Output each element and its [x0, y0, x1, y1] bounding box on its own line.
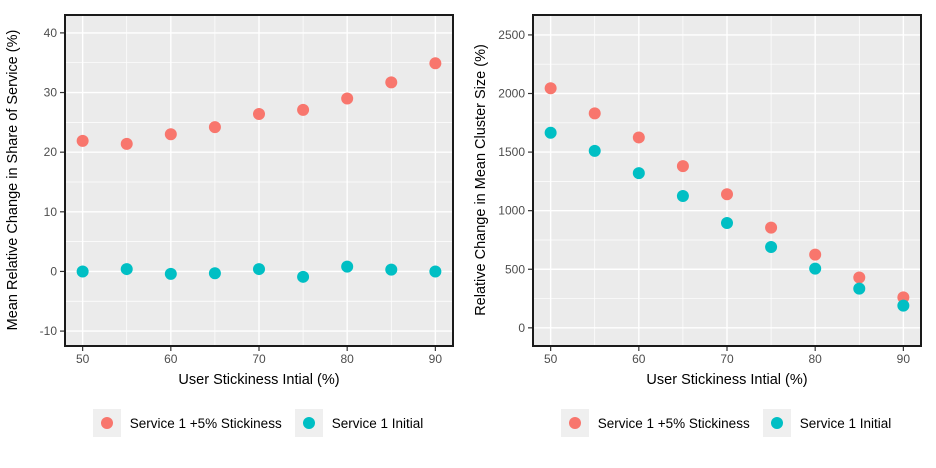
legend-key — [92, 409, 121, 437]
data-point — [853, 282, 866, 295]
data-point — [897, 291, 910, 304]
data-point — [676, 190, 689, 203]
data-point — [588, 107, 601, 120]
data-point — [809, 248, 822, 261]
data-point — [253, 108, 265, 121]
data-point — [676, 160, 689, 173]
data-point — [765, 240, 778, 253]
y-tick-label: -10 — [40, 324, 58, 338]
y-tick-label: 40 — [44, 26, 58, 40]
x-tick-label: 90 — [429, 352, 443, 366]
x-tick-label: 60 — [632, 352, 646, 366]
y-tick-label: 1500 — [498, 145, 525, 159]
data-point — [385, 76, 398, 89]
data-point — [164, 128, 177, 141]
share-of-service-plot: 50 60 70 80 90 -10 0 10 20 30 40 User Stickiness I… — [5, 14, 454, 388]
legend-item-initial: Service 1 Initial — [294, 409, 424, 437]
share-of-service-figure: 50 60 70 80 90 -10 0 10 20 30 40 User Stickiness I… — [5, 14, 454, 437]
data-point — [385, 263, 398, 276]
teal-dot-icon — [770, 417, 783, 429]
cluster-size-plot: 50 60 70 80 90 0 500 1000 1500 2000 2500 User Stic… — [473, 14, 922, 388]
data-point — [544, 126, 557, 139]
x-axis-title: User Stickiness Intial (%) — [178, 372, 339, 388]
data-point — [297, 103, 310, 116]
data-point — [721, 216, 733, 229]
legend: Service 1 +5% Stickiness Service 1 Initi… — [492, 409, 936, 437]
data-point — [253, 263, 265, 276]
data-point — [208, 121, 221, 134]
legend-item-initial: Service 1 Initial — [762, 409, 892, 437]
teal-dot-icon — [302, 417, 315, 429]
y-tick-label: 0 — [518, 321, 525, 335]
legend: Service 1 +5% Stickiness Service 1 Initi… — [24, 409, 492, 437]
data-point — [341, 92, 354, 105]
y-axis-title: Relative Change in Mean Cluster Size (%) — [473, 44, 489, 316]
data-point — [632, 131, 645, 144]
x-tick-label: 60 — [164, 352, 178, 366]
data-point — [76, 265, 89, 278]
y-tick-label: 1000 — [498, 204, 525, 218]
x-tick-label: 70 — [252, 352, 266, 366]
red-dot-icon — [100, 417, 113, 429]
y-tick-label: 500 — [505, 262, 525, 276]
legend-label: Service 1 Initial — [331, 415, 424, 431]
legend-label: Service 1 +5% Stickiness — [129, 415, 282, 431]
red-dot-icon — [568, 417, 581, 429]
data-point — [208, 267, 221, 280]
y-tick-label: 30 — [44, 86, 58, 100]
x-tick-label: 50 — [76, 352, 90, 366]
panel-border — [532, 14, 922, 347]
x-tick-label: 80 — [341, 352, 355, 366]
data-point — [588, 144, 601, 157]
y-tick-label: 2000 — [498, 87, 525, 101]
cluster-size-figure: 50 60 70 80 90 0 500 1000 1500 2000 2500 User Stic… — [468, 0, 936, 468]
legend-key — [762, 409, 791, 437]
data-point — [544, 82, 557, 95]
legend-key — [294, 409, 323, 437]
data-point — [429, 57, 442, 70]
x-tick-label: 50 — [544, 352, 558, 366]
x-tick-label: 90 — [897, 352, 911, 366]
x-axis-title: User Stickiness Intial (%) — [646, 372, 807, 388]
legend-item-stickiness: Service 1 +5% Stickiness — [92, 409, 282, 437]
data-point — [164, 267, 177, 280]
data-point — [853, 271, 866, 284]
data-point — [120, 263, 133, 276]
data-point — [765, 221, 778, 234]
y-tick-label: 2500 — [498, 28, 525, 42]
data-point — [809, 262, 822, 275]
data-point — [429, 265, 442, 278]
y-axis-title: Mean Relative Change in Share of Service… — [5, 30, 21, 331]
data-point — [897, 299, 910, 312]
data-point — [632, 167, 645, 180]
y-tick-label: 20 — [44, 145, 58, 159]
y-tick-label: 0 — [50, 264, 57, 278]
x-tick-label: 70 — [720, 352, 734, 366]
data-point — [297, 270, 310, 283]
x-tick-label: 80 — [809, 352, 823, 366]
legend-key — [560, 409, 589, 437]
data-point — [120, 137, 133, 150]
y-tick-label: 10 — [44, 205, 58, 219]
panel-border — [64, 14, 454, 347]
data-point — [721, 188, 733, 201]
legend-label: Service 1 Initial — [799, 415, 892, 431]
data-point — [76, 134, 89, 147]
legend-label: Service 1 +5% Stickiness — [597, 415, 750, 431]
legend-item-stickiness: Service 1 +5% Stickiness — [560, 409, 750, 437]
data-point — [341, 260, 354, 273]
